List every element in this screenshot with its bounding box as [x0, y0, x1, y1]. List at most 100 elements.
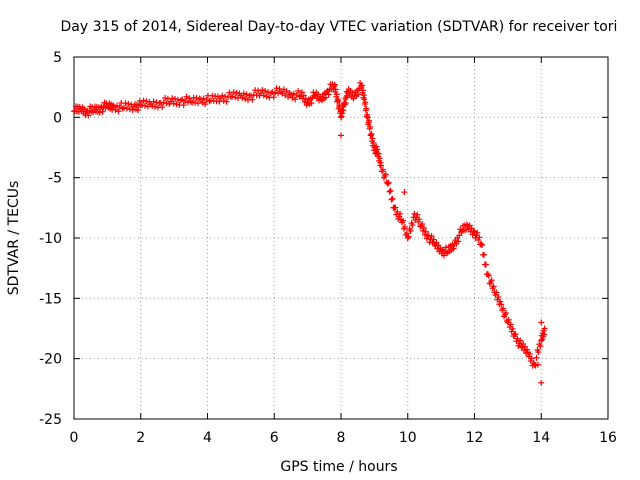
data-point-fill: [392, 204, 399, 211]
data-point-fill: [219, 92, 226, 99]
data-point-fill: [300, 92, 307, 99]
data-point-fill: [359, 87, 366, 94]
data-point-fill: [242, 95, 249, 102]
data-point-fill: [387, 187, 394, 194]
data-point-fill: [292, 96, 299, 103]
data-point-fill: [456, 232, 463, 239]
data-point-fill: [401, 223, 408, 230]
data-point-fill: [470, 228, 477, 235]
data-point-fill: [382, 171, 389, 178]
data-point-fill: [223, 98, 230, 105]
data-point-fill: [214, 93, 221, 100]
data-point: [484, 271, 491, 278]
data-point-fill: [339, 110, 346, 117]
data-point-fill: [115, 108, 122, 115]
data-point-fill: [526, 350, 533, 357]
data-point-fill: [475, 236, 482, 243]
data-point-fill: [507, 321, 514, 328]
x-tick-label: 10: [399, 430, 417, 446]
data-point-fill: [517, 337, 524, 344]
data-point-fill: [430, 236, 437, 243]
data-point-fill: [336, 102, 343, 109]
x-tick-label: 6: [270, 430, 279, 446]
data-point-fill: [290, 90, 297, 97]
data-point-fill: [269, 88, 276, 95]
y-axis-label: SDTVAR / TECUs: [6, 181, 22, 296]
data-point-fill: [260, 92, 267, 99]
x-axis-label: GPS time / hours: [280, 459, 397, 475]
data-point-outlier: [401, 189, 408, 196]
x-tick-label: 12: [466, 430, 484, 446]
data-point-fill: [541, 331, 548, 338]
data-point-fill: [481, 251, 488, 258]
x-tick-label: 14: [532, 430, 550, 446]
data-point-fill: [272, 89, 279, 96]
y-tick-label: -10: [39, 231, 62, 247]
data-point-fill: [508, 328, 515, 335]
data-point-fill: [229, 93, 236, 100]
data-point-fill: [414, 211, 421, 218]
data-point-fill: [179, 96, 186, 103]
data-point-fill: [528, 355, 535, 362]
data-point: [384, 180, 391, 187]
data-point-fill: [485, 272, 492, 279]
y-tick-label: -20: [39, 352, 62, 368]
data-point: [478, 241, 485, 248]
data-point-fill: [397, 210, 404, 217]
data-point-fill: [474, 229, 481, 236]
data-point-fill: [405, 233, 412, 240]
data-point-fill: [96, 109, 103, 116]
data-point: [121, 104, 128, 111]
data-point-fill: [216, 98, 223, 105]
data-point-fill: [488, 277, 495, 284]
data-point-fill: [170, 100, 177, 107]
data-point-fill: [358, 82, 365, 89]
data-point-fill: [500, 305, 507, 312]
data-series: [71, 79, 548, 386]
data-point: [247, 92, 254, 99]
data-point-fill: [332, 86, 339, 93]
data-point-fill: [395, 216, 402, 223]
data-point-fill: [152, 103, 159, 110]
data-point-outlier: [534, 361, 541, 368]
data-point: [471, 228, 478, 235]
data-point-fill: [113, 102, 120, 109]
data-point-fill: [497, 298, 504, 305]
data-point-fill: [301, 98, 308, 105]
data-point: [498, 301, 505, 308]
data-point-fill: [523, 346, 530, 353]
x-tick-label: 2: [136, 430, 145, 446]
data-point-fill: [535, 348, 542, 355]
data-point-fill: [202, 101, 209, 108]
data-point-fill: [502, 309, 509, 316]
data-point-fill: [173, 101, 180, 108]
data-point: [404, 235, 411, 241]
data-point: [364, 114, 371, 121]
x-tick-label: 4: [203, 430, 212, 446]
data-point-fill: [422, 228, 429, 235]
data-point-fill: [375, 150, 382, 157]
data-point-fill: [476, 234, 483, 241]
data-point-fill: [308, 100, 315, 107]
data-point-fill: [342, 100, 349, 107]
data-point-fill: [249, 96, 256, 103]
axis-ticks: 0 2 4 6 8 10 12 14 16 5 0 -5 -10 -15 -20 -25: [39, 50, 617, 446]
data-point-fill: [335, 97, 342, 104]
y-tick-label: 5: [53, 50, 62, 66]
data-point-fill: [298, 89, 305, 96]
data-point-fill: [366, 117, 373, 124]
data-point-fill: [368, 130, 375, 137]
data-point-fill: [125, 100, 132, 107]
data-point-fill: [450, 245, 457, 252]
data-point-outlier: [538, 379, 545, 386]
data-point-fill: [169, 95, 176, 102]
data-point-fill: [505, 316, 512, 323]
data-point-fill: [322, 94, 329, 101]
data-point-fill: [159, 104, 166, 111]
data-point-fill: [182, 97, 189, 104]
data-point-fill: [139, 102, 146, 109]
data-point-fill: [263, 93, 270, 100]
data-point: [541, 325, 548, 332]
data-point-fill: [295, 87, 302, 94]
